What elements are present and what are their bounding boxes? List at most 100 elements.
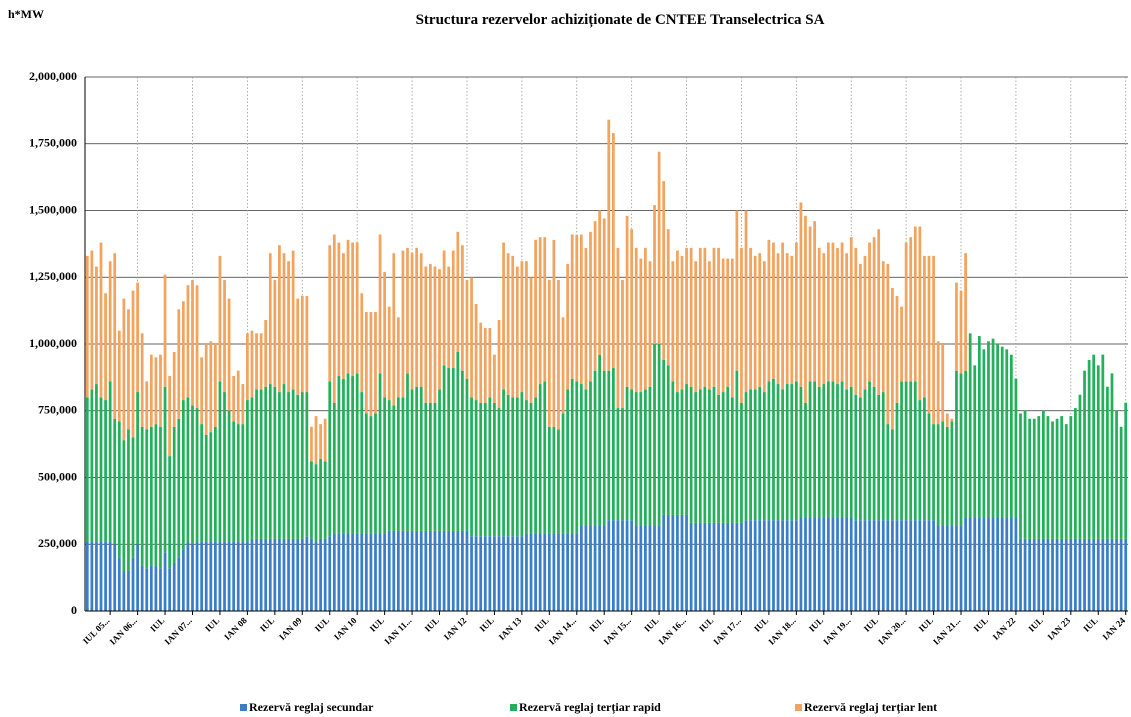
- x-tick-label: IUL: [477, 615, 495, 633]
- legend-label: Rezervă reglaj terțiar lent: [804, 700, 937, 715]
- bar-segment: [589, 525, 592, 611]
- bar-segment: [662, 181, 666, 361]
- bar-segment: [625, 386, 629, 521]
- x-tick-label: IAN 24: [1100, 615, 1127, 642]
- bar-segment: [753, 520, 757, 611]
- bar-segment: [1060, 538, 1064, 611]
- bar-segment: [886, 263, 890, 425]
- bar-segment: [1069, 416, 1073, 539]
- bar-segment: [396, 317, 400, 398]
- bar-segment: [346, 373, 350, 534]
- bar-segment: [945, 525, 949, 611]
- bar-segment: [666, 365, 670, 515]
- bar-segment: [392, 253, 396, 406]
- bar-segment: [900, 306, 903, 382]
- bar-segment: [625, 215, 629, 387]
- x-tick-label: IAN 20...: [876, 615, 907, 646]
- bar-segment: [863, 255, 867, 390]
- bar-segment: [900, 520, 903, 611]
- bar-segment: [598, 354, 602, 526]
- bar-segment: [415, 530, 419, 611]
- bar-segment: [287, 392, 290, 539]
- bar-segment: [268, 253, 272, 385]
- x-tick-label: IAN 18...: [766, 615, 797, 646]
- bar-segment: [342, 253, 345, 379]
- bar-segment: [1028, 538, 1032, 611]
- bar-segment: [703, 386, 707, 523]
- bar-segment: [680, 255, 684, 390]
- bar-segment: [378, 373, 382, 534]
- bar-segment: [145, 381, 149, 430]
- bar-segment: [936, 525, 940, 611]
- bar-segment: [868, 242, 871, 382]
- bar-segment: [909, 381, 913, 521]
- bar-segment: [223, 541, 226, 611]
- bar-segment: [932, 520, 935, 611]
- bar-segment: [291, 250, 295, 390]
- bar-segment: [506, 394, 510, 537]
- bar-segment: [648, 261, 652, 387]
- bar-segment: [1115, 410, 1118, 539]
- bar-segment: [200, 541, 204, 611]
- bar-segment: [1087, 360, 1091, 539]
- bar-segment: [630, 229, 634, 390]
- bar-segment: [406, 530, 409, 611]
- bar-segment: [493, 402, 496, 537]
- bar-segment: [209, 541, 213, 611]
- bar-segment: [941, 525, 945, 611]
- bar-segment: [758, 386, 762, 521]
- bar-segment: [959, 290, 963, 374]
- bar-segment: [621, 408, 624, 521]
- bar-segment: [483, 402, 487, 537]
- bar-segment: [525, 533, 528, 611]
- bar-segment: [506, 536, 510, 611]
- bar-segment: [767, 520, 771, 611]
- bar-segment: [131, 290, 135, 438]
- bar-segment: [616, 408, 620, 521]
- bar-segment: [525, 400, 528, 534]
- bar-segment: [85, 397, 89, 542]
- bar-segment: [694, 392, 698, 523]
- bar-segment: [410, 530, 414, 611]
- bar-segment: [831, 381, 835, 518]
- bar-segment: [488, 327, 492, 398]
- bar-segment: [332, 402, 336, 534]
- bar-segment: [831, 242, 835, 382]
- bar-segment: [1087, 538, 1091, 611]
- bar-segment: [671, 514, 675, 611]
- bar-segment: [552, 533, 556, 611]
- bar-segment: [1032, 538, 1036, 611]
- bar-segment: [186, 285, 190, 398]
- bar-segment: [241, 424, 245, 542]
- bar-segment: [753, 389, 757, 521]
- bar-segment: [172, 562, 176, 611]
- bar-segment: [973, 365, 977, 518]
- bar-segment: [547, 279, 551, 427]
- bar-segment: [218, 255, 222, 382]
- bar-segment: [959, 373, 963, 526]
- bar-segment: [557, 279, 560, 430]
- bar-segment: [758, 520, 762, 611]
- bar-segment: [639, 392, 643, 526]
- x-tick-label: IAN 10: [332, 615, 359, 642]
- bar-segment: [323, 418, 327, 462]
- legend-label: Rezervă reglaj terțiar rapid: [519, 700, 661, 715]
- bar-segment: [104, 541, 107, 611]
- bar-segment: [611, 520, 615, 611]
- bar-segment: [246, 541, 249, 611]
- bar-segment: [278, 392, 281, 539]
- bar-segment: [310, 426, 313, 462]
- bar-segment: [868, 520, 871, 611]
- bar-segment: [968, 333, 972, 518]
- bar-segment: [113, 418, 117, 545]
- bar-segment: [790, 384, 794, 521]
- x-tick-label: IUL: [807, 615, 825, 633]
- bar-segment: [419, 253, 423, 387]
- bar-segment: [717, 522, 720, 611]
- bar-segment: [479, 536, 483, 611]
- bar-segment: [131, 437, 135, 558]
- bar-segment: [113, 544, 117, 611]
- bar-segment: [543, 533, 547, 611]
- bar-segment: [369, 416, 373, 534]
- bar-segment: [355, 373, 359, 534]
